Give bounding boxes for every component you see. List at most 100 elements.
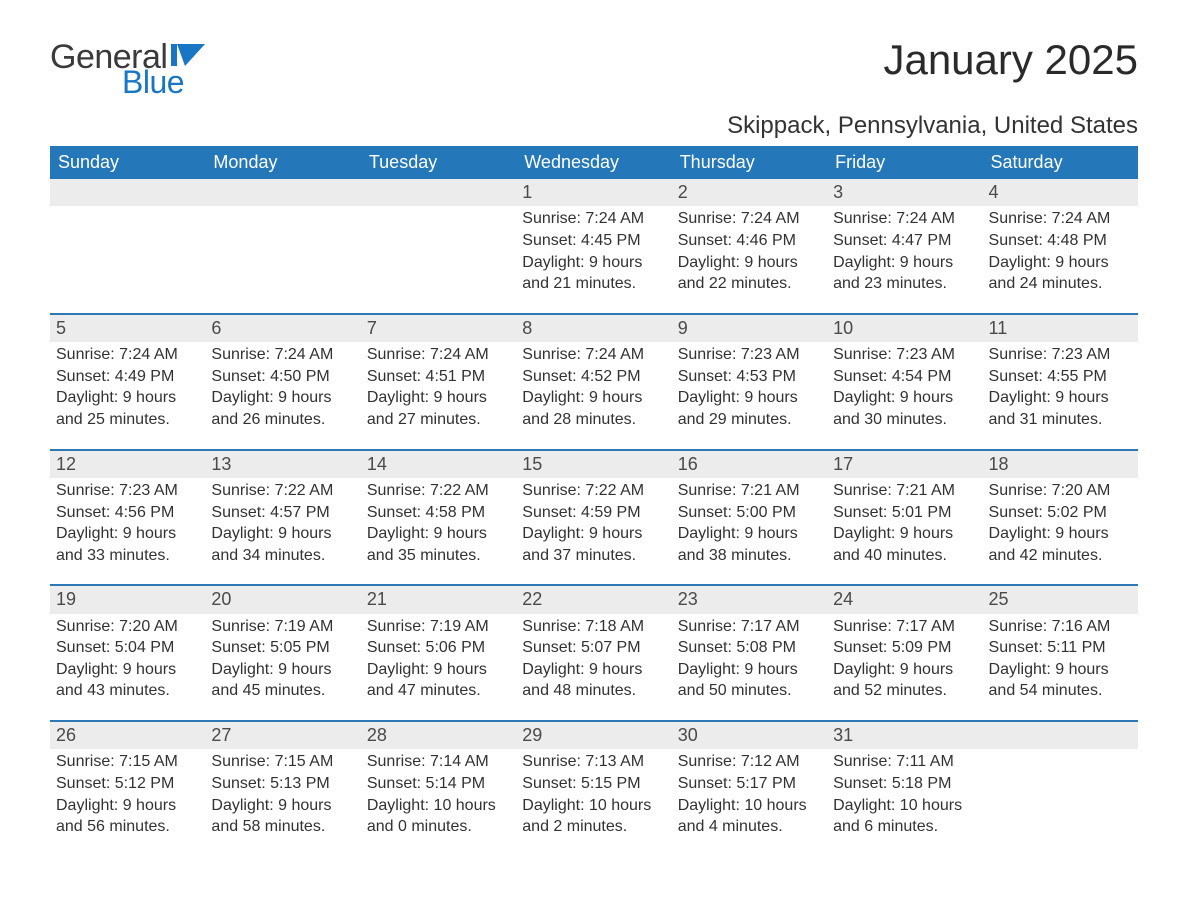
day-number: 25 [983, 586, 1138, 613]
sunset-line: Sunset: 5:01 PM [833, 502, 978, 524]
calendar-day-cell: 19Sunrise: 7:20 AMSunset: 5:04 PMDayligh… [50, 585, 205, 721]
sunrise-line: Sunrise: 7:24 AM [56, 344, 201, 366]
daylight-line: Daylight: 9 hours and 47 minutes. [367, 659, 512, 702]
sunset-line: Sunset: 4:50 PM [211, 366, 356, 388]
weekday-header: Tuesday [361, 146, 516, 179]
calendar-day-cell: 10Sunrise: 7:23 AMSunset: 4:54 PMDayligh… [827, 314, 982, 450]
calendar-day-cell: 17Sunrise: 7:21 AMSunset: 5:01 PMDayligh… [827, 450, 982, 586]
sunset-line: Sunset: 5:13 PM [211, 773, 356, 795]
day-info: Sunrise: 7:17 AMSunset: 5:08 PMDaylight:… [672, 614, 827, 702]
sunrise-line: Sunrise: 7:22 AM [522, 480, 667, 502]
sunrise-line: Sunrise: 7:24 AM [678, 208, 823, 230]
day-info: Sunrise: 7:11 AMSunset: 5:18 PMDaylight:… [827, 749, 982, 837]
day-info: Sunrise: 7:20 AMSunset: 5:02 PMDaylight:… [983, 478, 1138, 566]
day-number: 17 [827, 451, 982, 478]
sunrise-line: Sunrise: 7:20 AM [56, 616, 201, 638]
sunrise-line: Sunrise: 7:15 AM [56, 751, 201, 773]
calendar-week-row: 12Sunrise: 7:23 AMSunset: 4:56 PMDayligh… [50, 450, 1138, 586]
sunset-line: Sunset: 5:12 PM [56, 773, 201, 795]
day-number [50, 179, 205, 206]
day-info: Sunrise: 7:20 AMSunset: 5:04 PMDaylight:… [50, 614, 205, 702]
day-info: Sunrise: 7:24 AMSunset: 4:48 PMDaylight:… [983, 206, 1138, 294]
daylight-line: Daylight: 9 hours and 31 minutes. [989, 387, 1134, 430]
day-info: Sunrise: 7:12 AMSunset: 5:17 PMDaylight:… [672, 749, 827, 837]
daylight-line: Daylight: 9 hours and 58 minutes. [211, 795, 356, 838]
day-number: 9 [672, 315, 827, 342]
day-number: 30 [672, 722, 827, 749]
sunset-line: Sunset: 5:18 PM [833, 773, 978, 795]
day-info: Sunrise: 7:16 AMSunset: 5:11 PMDaylight:… [983, 614, 1138, 702]
sunset-line: Sunset: 4:55 PM [989, 366, 1134, 388]
sunrise-line: Sunrise: 7:14 AM [367, 751, 512, 773]
day-info: Sunrise: 7:21 AMSunset: 5:01 PMDaylight:… [827, 478, 982, 566]
day-number: 19 [50, 586, 205, 613]
day-info: Sunrise: 7:21 AMSunset: 5:00 PMDaylight:… [672, 478, 827, 566]
daylight-line: Daylight: 9 hours and 45 minutes. [211, 659, 356, 702]
sunset-line: Sunset: 4:53 PM [678, 366, 823, 388]
calendar-day-cell [983, 721, 1138, 856]
sunset-line: Sunset: 5:17 PM [678, 773, 823, 795]
daylight-line: Daylight: 9 hours and 48 minutes. [522, 659, 667, 702]
sunset-line: Sunset: 4:48 PM [989, 230, 1134, 252]
calendar-day-cell: 30Sunrise: 7:12 AMSunset: 5:17 PMDayligh… [672, 721, 827, 856]
weekday-header: Sunday [50, 146, 205, 179]
calendar-day-cell: 4Sunrise: 7:24 AMSunset: 4:48 PMDaylight… [983, 179, 1138, 314]
calendar-day-cell: 6Sunrise: 7:24 AMSunset: 4:50 PMDaylight… [205, 314, 360, 450]
daylight-line: Daylight: 9 hours and 42 minutes. [989, 523, 1134, 566]
day-info: Sunrise: 7:19 AMSunset: 5:06 PMDaylight:… [361, 614, 516, 702]
weekday-header: Saturday [983, 146, 1138, 179]
day-info: Sunrise: 7:17 AMSunset: 5:09 PMDaylight:… [827, 614, 982, 702]
day-info: Sunrise: 7:14 AMSunset: 5:14 PMDaylight:… [361, 749, 516, 837]
day-info: Sunrise: 7:23 AMSunset: 4:53 PMDaylight:… [672, 342, 827, 430]
daylight-line: Daylight: 9 hours and 21 minutes. [522, 252, 667, 295]
sunset-line: Sunset: 4:52 PM [522, 366, 667, 388]
calendar-day-cell: 1Sunrise: 7:24 AMSunset: 4:45 PMDaylight… [516, 179, 671, 314]
daylight-line: Daylight: 9 hours and 26 minutes. [211, 387, 356, 430]
sunset-line: Sunset: 4:51 PM [367, 366, 512, 388]
day-info: Sunrise: 7:22 AMSunset: 4:59 PMDaylight:… [516, 478, 671, 566]
day-info: Sunrise: 7:24 AMSunset: 4:52 PMDaylight:… [516, 342, 671, 430]
daylight-line: Daylight: 9 hours and 22 minutes. [678, 252, 823, 295]
sunrise-line: Sunrise: 7:24 AM [989, 208, 1134, 230]
calendar-week-row: 1Sunrise: 7:24 AMSunset: 4:45 PMDaylight… [50, 179, 1138, 314]
sunrise-line: Sunrise: 7:17 AM [833, 616, 978, 638]
sunset-line: Sunset: 5:14 PM [367, 773, 512, 795]
calendar-table: SundayMondayTuesdayWednesdayThursdayFrid… [50, 146, 1138, 856]
daylight-line: Daylight: 9 hours and 52 minutes. [833, 659, 978, 702]
day-number: 29 [516, 722, 671, 749]
day-number: 15 [516, 451, 671, 478]
sunrise-line: Sunrise: 7:23 AM [989, 344, 1134, 366]
calendar-day-cell: 11Sunrise: 7:23 AMSunset: 4:55 PMDayligh… [983, 314, 1138, 450]
daylight-line: Daylight: 9 hours and 28 minutes. [522, 387, 667, 430]
sunset-line: Sunset: 4:45 PM [522, 230, 667, 252]
daylight-line: Daylight: 9 hours and 35 minutes. [367, 523, 512, 566]
sunset-line: Sunset: 5:05 PM [211, 637, 356, 659]
calendar-day-cell: 18Sunrise: 7:20 AMSunset: 5:02 PMDayligh… [983, 450, 1138, 586]
daylight-line: Daylight: 10 hours and 4 minutes. [678, 795, 823, 838]
sunrise-line: Sunrise: 7:24 AM [367, 344, 512, 366]
day-number: 4 [983, 179, 1138, 206]
day-number: 31 [827, 722, 982, 749]
day-info: Sunrise: 7:24 AMSunset: 4:51 PMDaylight:… [361, 342, 516, 430]
calendar-day-cell: 14Sunrise: 7:22 AMSunset: 4:58 PMDayligh… [361, 450, 516, 586]
weekday-header: Wednesday [516, 146, 671, 179]
sunrise-line: Sunrise: 7:11 AM [833, 751, 978, 773]
day-number: 6 [205, 315, 360, 342]
daylight-line: Daylight: 10 hours and 6 minutes. [833, 795, 978, 838]
day-number [205, 179, 360, 206]
location-subtitle: Skippack, Pennsylvania, United States [50, 112, 1138, 140]
calendar-day-cell: 27Sunrise: 7:15 AMSunset: 5:13 PMDayligh… [205, 721, 360, 856]
calendar-day-cell: 29Sunrise: 7:13 AMSunset: 5:15 PMDayligh… [516, 721, 671, 856]
sunset-line: Sunset: 5:09 PM [833, 637, 978, 659]
calendar-day-cell: 15Sunrise: 7:22 AMSunset: 4:59 PMDayligh… [516, 450, 671, 586]
daylight-line: Daylight: 9 hours and 23 minutes. [833, 252, 978, 295]
sunset-line: Sunset: 5:04 PM [56, 637, 201, 659]
day-number: 11 [983, 315, 1138, 342]
sunset-line: Sunset: 4:46 PM [678, 230, 823, 252]
day-info: Sunrise: 7:23 AMSunset: 4:56 PMDaylight:… [50, 478, 205, 566]
calendar-body: 1Sunrise: 7:24 AMSunset: 4:45 PMDaylight… [50, 179, 1138, 856]
sunset-line: Sunset: 5:08 PM [678, 637, 823, 659]
day-info: Sunrise: 7:19 AMSunset: 5:05 PMDaylight:… [205, 614, 360, 702]
day-number: 7 [361, 315, 516, 342]
daylight-line: Daylight: 9 hours and 33 minutes. [56, 523, 201, 566]
